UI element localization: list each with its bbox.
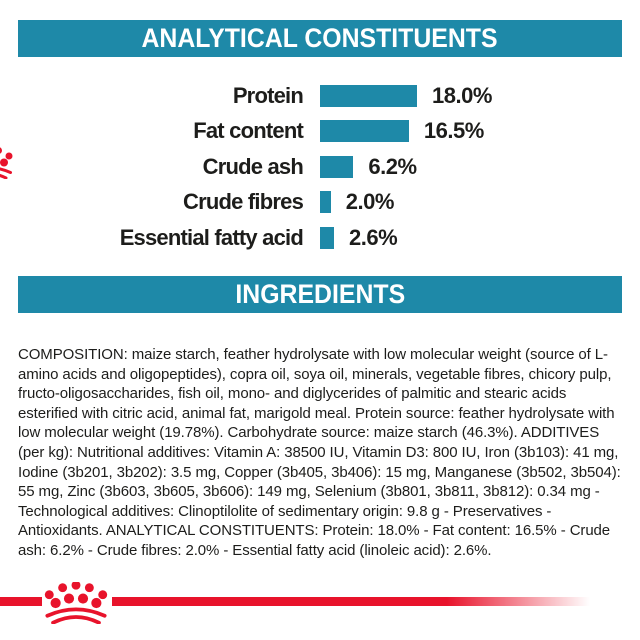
- chart-bar: [320, 84, 417, 107]
- chart-row-label: Crude fibres: [183, 189, 304, 215]
- chart-row: Crude fibres 2.0%: [18, 185, 622, 221]
- chart-bar: [320, 191, 331, 214]
- chart-row-label: Essential fatty acid: [119, 224, 304, 250]
- analytical-constituents-chart: Protein 18.0% Fat content 16.5% Crude ash 6.2…: [18, 78, 622, 256]
- chart-value-label: 2.6%: [349, 224, 398, 250]
- chart-row: Crude ash 6.2%: [18, 149, 622, 185]
- chart-value-label: 2.0%: [345, 189, 395, 215]
- chart-row-label: Crude ash: [202, 153, 304, 179]
- chart-value-label: 6.2%: [368, 153, 417, 179]
- red-ribbon-right: [112, 597, 590, 606]
- chart-bar: [320, 155, 354, 178]
- royal-canin-crown-icon: [44, 582, 108, 624]
- chart-value-label: 16.5%: [423, 118, 484, 144]
- chart-value-label: 18.0%: [432, 82, 492, 108]
- chart-row: Fat content 16.5%: [18, 114, 622, 150]
- chart-row-label: Protein: [232, 82, 304, 108]
- analytical-constituents-title: ANALYTICAL CONSTITUENTS: [141, 23, 499, 53]
- ingredients-header: INGREDIENTS: [18, 276, 622, 313]
- chart-bar: [320, 226, 334, 249]
- composition-text: COMPOSITION: maize starch, feather hydro…: [18, 346, 621, 559]
- analytical-constituents-header: ANALYTICAL CONSTITUENTS: [18, 20, 622, 57]
- chart-row: Essential fatty acid 2.6%: [18, 220, 622, 256]
- red-ribbon-left: [0, 597, 42, 606]
- chart-row-label: Fat content: [193, 118, 304, 144]
- royal-canin-crown-fragment-icon: [0, 146, 13, 179]
- ingredients-title: INGREDIENTS: [235, 279, 405, 309]
- chart-bar: [320, 120, 409, 143]
- chart-row: Protein 18.0%: [18, 78, 622, 114]
